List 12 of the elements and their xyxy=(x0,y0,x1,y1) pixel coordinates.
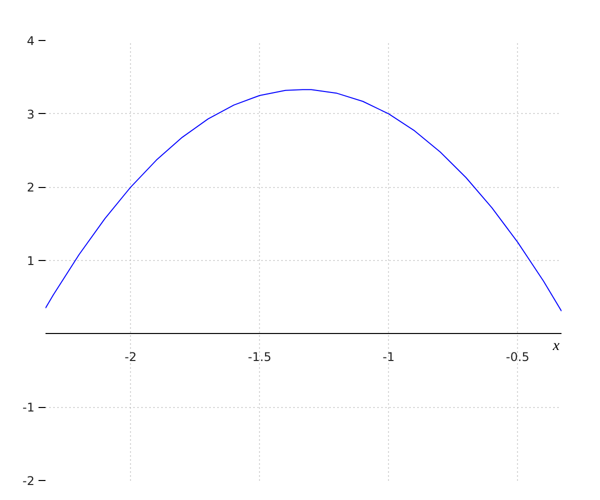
y-tick-label: -1 xyxy=(22,400,35,415)
x-tick-label: -1.5 xyxy=(248,350,272,364)
x-tick-label: -2 xyxy=(124,350,137,364)
y-tick-label: 2 xyxy=(26,180,35,195)
x-axis-title: x xyxy=(552,338,560,354)
y-tick-label: 1 xyxy=(26,254,35,268)
x-tick-label: -0.5 xyxy=(506,350,530,364)
y-tick-label: 4 xyxy=(26,34,35,48)
line-series xyxy=(46,89,562,312)
y-tick-label: 3 xyxy=(26,107,35,122)
x-tick-label: -1 xyxy=(382,350,395,364)
y-tick-label: -2 xyxy=(22,474,35,488)
